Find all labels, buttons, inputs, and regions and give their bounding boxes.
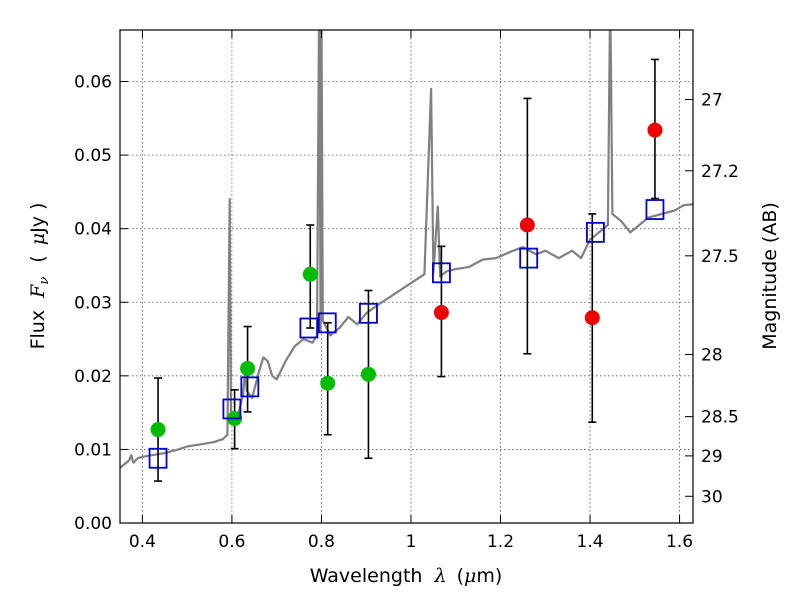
- x-tick-label: 1: [406, 532, 417, 552]
- data-point-circle: [150, 422, 166, 438]
- y2-tick-label: 28.5: [701, 408, 739, 428]
- model-spectrum-line: [120, 30, 693, 469]
- y-axis-label: Flux Fν ( μJy ): [27, 203, 53, 350]
- y-tick-label: 0.00: [74, 514, 112, 534]
- y-axis-label-unit-open: (: [27, 255, 49, 262]
- y2-axis-label: Magnitude (AB): [759, 202, 781, 350]
- data-point-square: [240, 376, 260, 398]
- y-axis-label-unit-mu: μ: [27, 233, 49, 245]
- x-axis-label-text: Wavelength: [310, 565, 423, 587]
- data-point-square: [222, 398, 242, 420]
- data-point-square: [359, 302, 378, 324]
- data-point-circle: [302, 266, 318, 282]
- data-point-square: [299, 317, 319, 339]
- y-axis-label-unit-rest: Jy ): [27, 203, 49, 234]
- y-axis-label-text: Flux: [27, 310, 49, 350]
- x-tick-label: 0.8: [308, 532, 335, 552]
- axes-ticks: 0.4 0.6 0.8 1 1.2 1.4 1.6 0.00 0.01 0.02 0.03 0.04 0…: [74, 30, 739, 552]
- data-point-square: [519, 247, 539, 269]
- plot-frame: [119, 29, 694, 524]
- y2-tick-label: 28: [701, 345, 723, 365]
- data-point-square: [645, 199, 665, 220]
- x-tick-label: 1.6: [666, 532, 693, 552]
- y2-tick-label: 29: [701, 447, 723, 467]
- x-axis-label: Wavelength λ (μm): [310, 565, 503, 587]
- grid: [120, 30, 693, 524]
- x-tick-label: 0.6: [218, 532, 245, 552]
- data-point-circle: [433, 305, 449, 321]
- y-tick-label: 0.05: [74, 146, 112, 166]
- data-point-circle: [360, 366, 376, 382]
- y-tick-label: 0.03: [74, 293, 112, 313]
- data-point-circle: [647, 122, 663, 138]
- y-tick-label: 0.01: [74, 440, 112, 460]
- data-point-square: [148, 447, 168, 469]
- data-point-circle: [320, 375, 336, 391]
- x-axis-label-unit-mu: μ: [464, 565, 476, 587]
- y2-tick-label: 30: [701, 487, 723, 507]
- x-tick-label: 1.2: [487, 532, 514, 552]
- y-axis-label-subscript: ν: [37, 277, 52, 285]
- data-point-circle: [519, 217, 535, 233]
- x-axis-label-symbol: λ: [433, 565, 446, 587]
- data-point-square: [317, 312, 337, 334]
- data-point-circle: [240, 360, 256, 376]
- data-point-square: [432, 262, 451, 284]
- x-tick-label: 1.4: [577, 532, 604, 552]
- data-point-square: [586, 221, 605, 243]
- y-tick-label: 0.02: [74, 367, 112, 387]
- y-tick-label: 0.06: [74, 73, 112, 93]
- y-axis-label-symbol: F: [27, 284, 49, 299]
- x-axis-label-unit-open: (: [457, 565, 464, 587]
- x-tick-label: 0.4: [129, 532, 156, 552]
- data-point-circle: [584, 310, 600, 326]
- x-axis-label-unit-rest: m): [476, 565, 502, 587]
- plot-area: [120, 30, 693, 482]
- y2-tick-label: 27.2: [701, 162, 739, 182]
- y2-tick-label: 27.5: [701, 247, 739, 267]
- y-tick-label: 0.04: [74, 220, 112, 240]
- y2-tick-label: 27: [701, 91, 723, 111]
